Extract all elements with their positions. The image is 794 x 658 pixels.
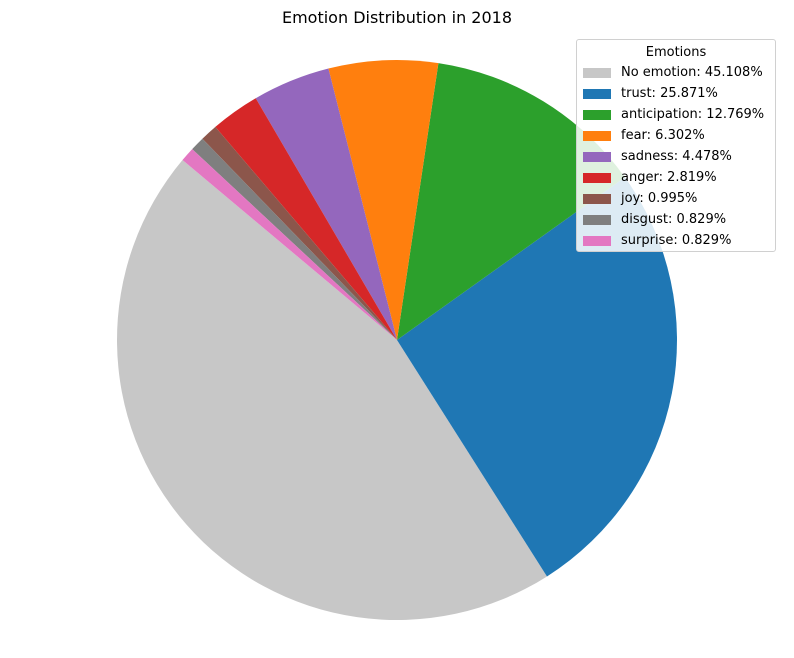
legend-label-2: anticipation: 12.769% [621,107,765,122]
legend-label-3: fear: 6.302% [621,128,705,143]
legend-swatch-6 [583,194,611,204]
legend-label-5: anger: 2.819% [621,170,717,185]
legend-item-8: surprise: 0.829% [577,230,775,251]
legend-swatch-8 [583,236,611,246]
pie-slice-2 [397,63,625,340]
legend-label-6: joy: 0.995% [621,191,698,206]
legend-swatch-4 [583,152,611,162]
legend-label-0: No emotion: 45.108% [621,65,763,80]
legend-items: No emotion: 45.108% trust: 25.871% anticip… [577,62,775,251]
legend-item-7: disgust: 0.829% [577,209,775,230]
legend-swatch-3 [583,131,611,141]
pie-slice-0 [117,160,547,621]
pie-slice-7 [192,138,397,340]
legend-label-7: disgust: 0.829% [621,212,727,227]
legend-swatch-7 [583,215,611,225]
legend-item-6: joy: 0.995% [577,188,775,209]
legend-title: Emotions [645,45,707,60]
legend-label-1: trust: 25.871% [621,86,718,101]
legend-item-3: fear: 6.302% [577,125,775,146]
pie-slice-5 [215,98,397,340]
pie-slice-8 [182,149,397,340]
legend-label-4: sadness: 4.478% [621,149,732,164]
legend-label-8: surprise: 0.829% [621,233,732,248]
legend-item-2: anticipation: 12.769% [577,104,775,125]
legend-swatch-1 [583,89,611,99]
pie-slice-6 [202,126,397,341]
pie-slice-4 [255,68,397,340]
legend: Emotions No emotion: 45.108% trust: 25.87… [576,39,776,252]
legend-swatch-0 [583,68,611,78]
legend-item-5: anger: 2.819% [577,167,775,188]
legend-item-0: No emotion: 45.108% [577,62,775,83]
legend-item-4: sadness: 4.478% [577,146,775,167]
pie-slice-3 [328,59,439,341]
pie-slice-1 [397,177,677,577]
chart-title: Emotion Distribution in 2018 [281,8,513,27]
legend-item-1: trust: 25.871% [577,83,775,104]
legend-swatch-2 [583,110,611,120]
legend-swatch-5 [583,173,611,183]
